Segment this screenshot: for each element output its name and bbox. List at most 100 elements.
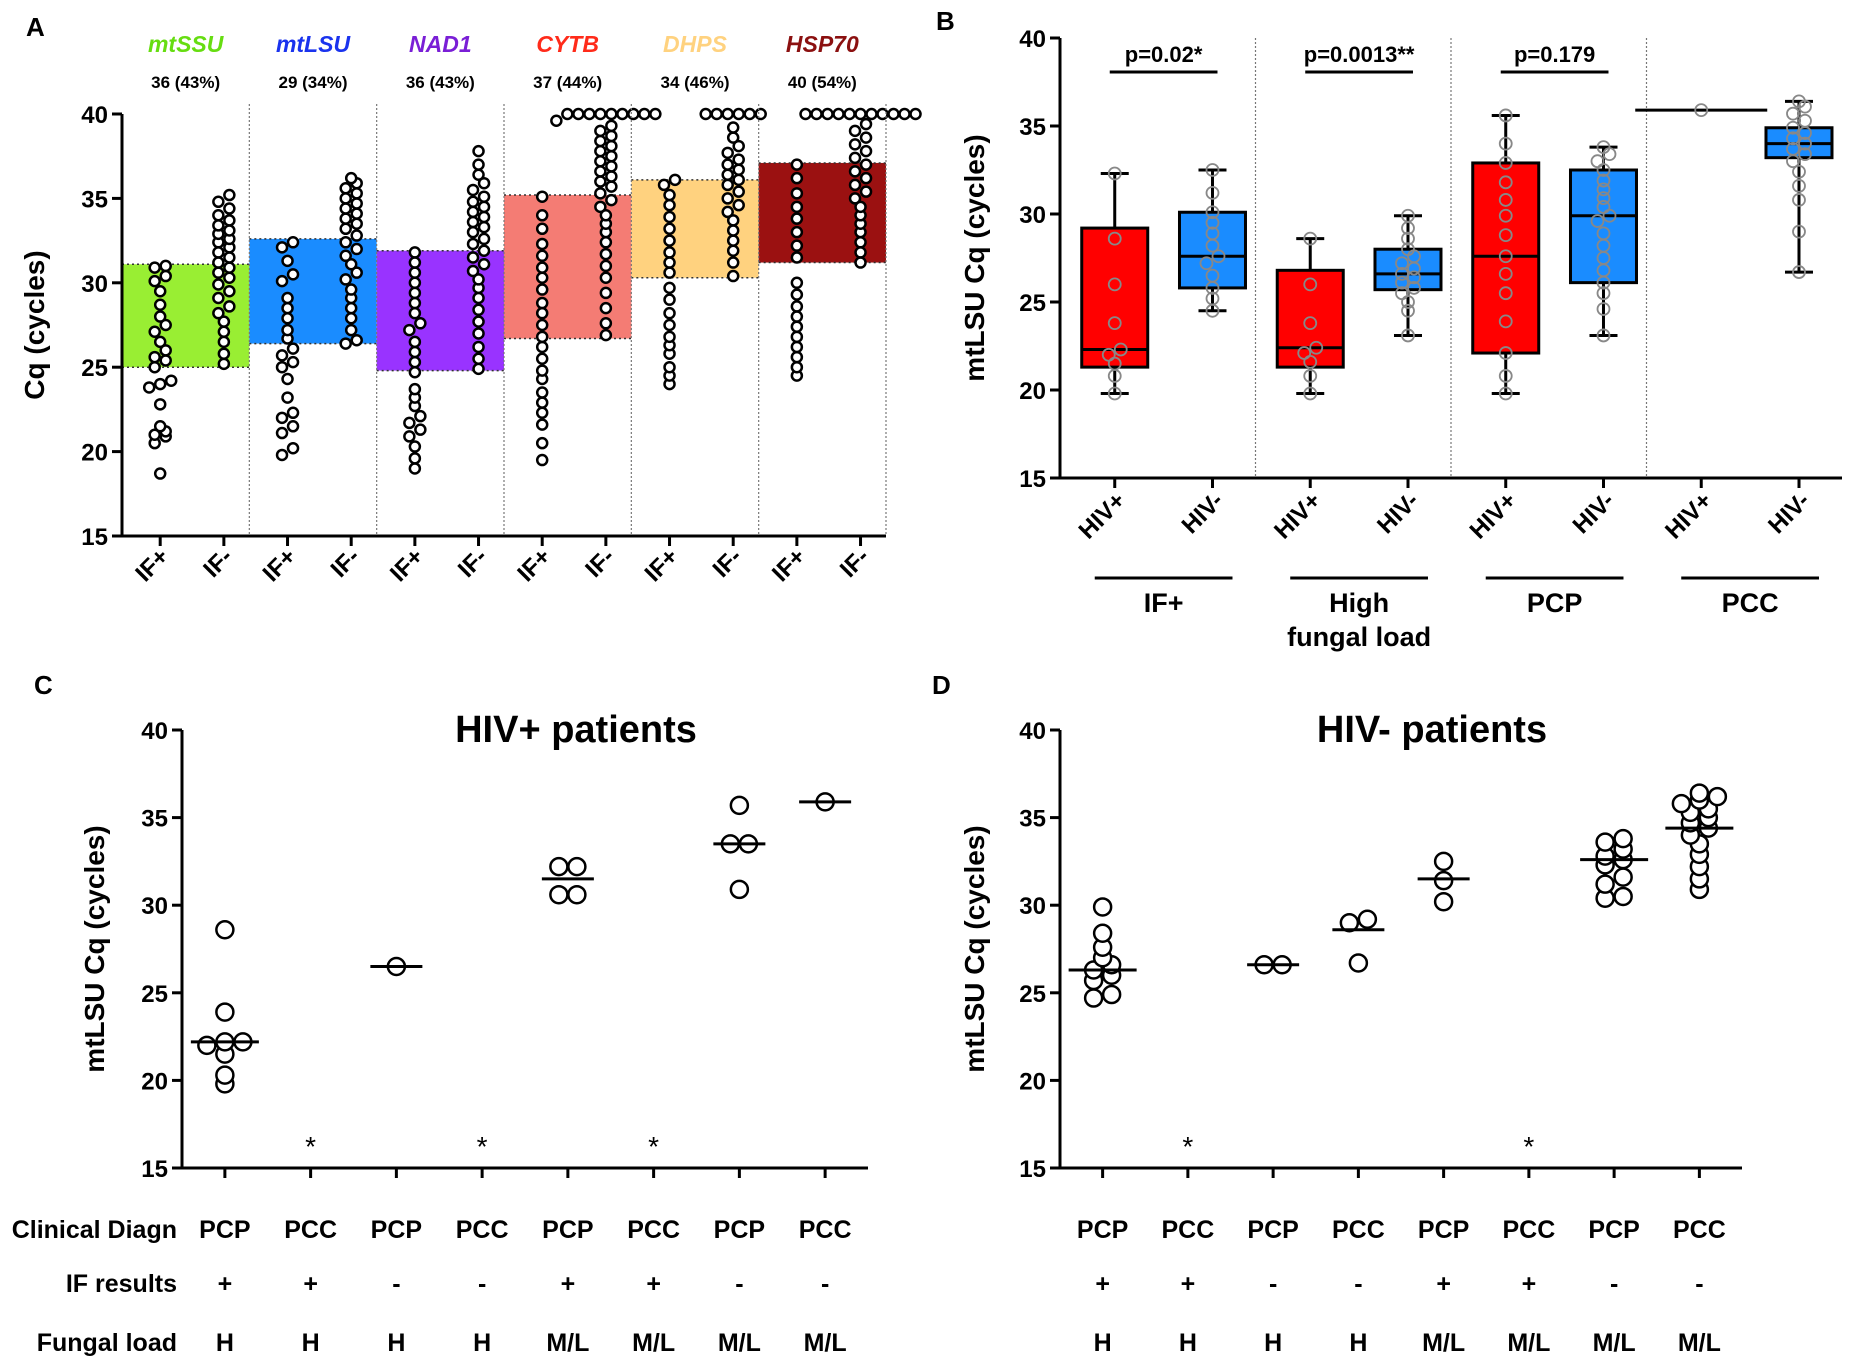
table-if-result: + [303, 1270, 318, 1298]
data-point [848, 192, 862, 205]
data-point [212, 209, 225, 222]
data-point [1211, 249, 1226, 264]
data-point [223, 271, 236, 284]
data-point [1297, 346, 1312, 360]
data-point [350, 242, 363, 256]
y-tick-label: 35 [1019, 114, 1046, 141]
target-count: 36 (43%) [406, 73, 475, 92]
target-count: 40 (54%) [788, 73, 857, 92]
data-point [535, 340, 549, 354]
data-point [535, 406, 549, 420]
data-point [472, 315, 485, 328]
data-point [1596, 226, 1611, 241]
data-point [605, 107, 618, 121]
x-tick-label: HIV- [1177, 487, 1229, 539]
data-point [594, 155, 607, 168]
data-point [217, 357, 231, 371]
x-tick-label: HIV- [1568, 487, 1620, 539]
table-fungal-load: M/L [1678, 1329, 1721, 1357]
table-diagnosis: PCC [627, 1216, 680, 1244]
table-diagnosis: PCC [1502, 1216, 1555, 1244]
data-point [721, 158, 734, 171]
data-point [663, 266, 676, 279]
table-fungal-load: M/L [804, 1329, 847, 1357]
table-if-result: - [1354, 1270, 1362, 1298]
table-if-result: + [1095, 1270, 1110, 1298]
data-point [153, 467, 167, 480]
data-point [535, 249, 549, 263]
table-diagnosis: PCP [1418, 1216, 1469, 1244]
pvalue-label: p=0.02* [1125, 42, 1203, 67]
data-point [535, 190, 549, 203]
data-point [408, 276, 422, 290]
data-point [472, 303, 485, 317]
data-point [1309, 340, 1324, 355]
data-point [223, 224, 236, 237]
group-label: fungal load [1287, 622, 1431, 652]
data-point [466, 225, 480, 239]
x-tick-label: HIV+ [1269, 487, 1326, 544]
y-tick-label: 20 [81, 440, 108, 467]
data-point [535, 318, 549, 332]
table-diagnosis: PCP [371, 1216, 422, 1244]
data-point [275, 360, 289, 374]
data-point [561, 107, 574, 121]
data-point [663, 293, 676, 306]
table-diagnosis: PCC [1332, 1216, 1385, 1244]
data-point [1113, 342, 1128, 357]
data-point [472, 158, 485, 171]
data-point [790, 310, 804, 323]
data-point [887, 107, 900, 121]
data-point [605, 193, 618, 207]
panel-a-chart: mtSSU 36 (43%) IF+ IF-mtLSU 29 (34%) IF+ IF- NA… [19, 31, 922, 587]
data-point [535, 436, 549, 450]
data-point [790, 350, 804, 364]
table-fungal-load: M/L [718, 1329, 761, 1357]
x-tick-label: HIV+ [1660, 487, 1717, 544]
data-point [790, 320, 804, 333]
data-point [1401, 231, 1415, 246]
data-point [408, 296, 422, 310]
data-point [663, 234, 676, 247]
data-point [854, 236, 867, 249]
y-tick-label: 25 [1019, 290, 1046, 317]
data-point [854, 246, 867, 259]
data-point [790, 251, 804, 264]
data-point [729, 795, 750, 816]
data-point [1401, 208, 1415, 223]
data-point [339, 212, 352, 225]
data-point [721, 205, 734, 219]
y-tick-label: 40 [1019, 26, 1046, 53]
data-point [339, 249, 352, 263]
panel-label-a: A [26, 12, 45, 42]
data-point [1107, 231, 1122, 246]
data-point [1303, 231, 1318, 246]
data-point [535, 386, 549, 399]
data-point [472, 144, 485, 158]
data-point [848, 178, 862, 192]
data-point [1498, 136, 1513, 151]
table-fungal-load: H [387, 1329, 405, 1357]
data-point [594, 144, 607, 158]
data-point [1596, 286, 1611, 301]
data-point [339, 273, 352, 286]
data-point [477, 257, 491, 271]
data-point [663, 188, 676, 202]
table-row-label: Fungal load [37, 1329, 177, 1357]
table-fungal-load: M/L [1593, 1329, 1636, 1357]
data-point [567, 856, 587, 877]
data-point [859, 171, 873, 185]
data-point [754, 107, 767, 121]
data-point [535, 418, 549, 431]
target-name: HSP70 [786, 31, 859, 57]
x-tick-label: IF- [453, 543, 493, 583]
data-point [215, 919, 235, 940]
data-point [1107, 386, 1122, 401]
table-diagnosis: PCP [1077, 1216, 1128, 1244]
data-point [1303, 369, 1318, 383]
data-point [1792, 164, 1806, 179]
data-point [408, 335, 422, 349]
data-point [408, 246, 422, 259]
box-HIV- [1177, 210, 1247, 290]
x-tick-label: IF+ [640, 543, 684, 587]
